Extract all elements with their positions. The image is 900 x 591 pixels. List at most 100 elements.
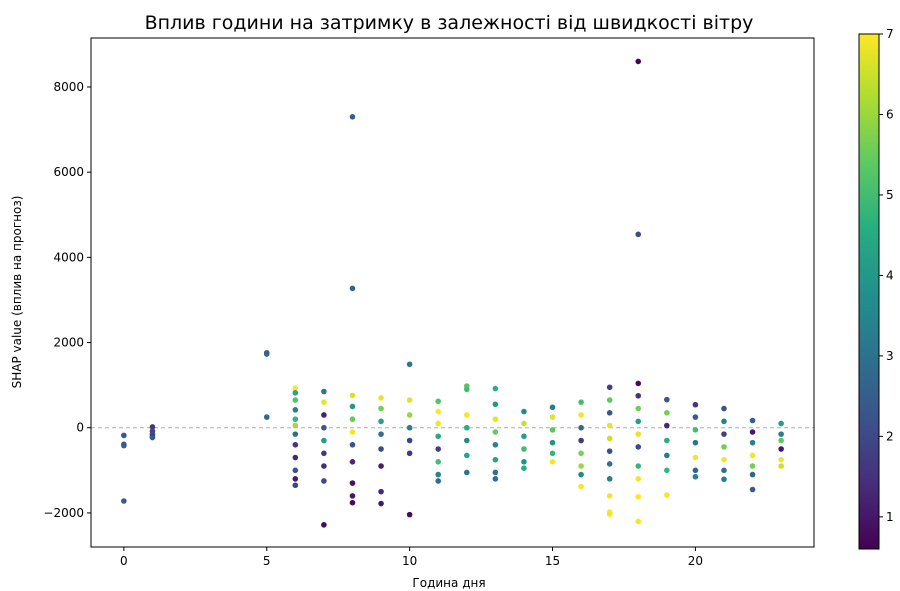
scatter-point (549, 427, 556, 433)
scatter-point (492, 385, 499, 392)
y-tick-label: 6000 (53, 165, 84, 179)
scatter-point (635, 444, 642, 450)
scatter-point (749, 429, 756, 435)
scatter-point (292, 422, 299, 429)
scatter-point (349, 403, 356, 410)
scatter-point (378, 418, 384, 425)
scatter-point (721, 418, 727, 425)
scatter-point (349, 459, 356, 465)
scatter-point (578, 424, 584, 431)
scatter-point (321, 450, 327, 457)
scatter-point (378, 488, 384, 495)
scatter-point (321, 437, 327, 444)
scatter-point (721, 456, 727, 463)
y-tick-label: 0 (76, 421, 84, 435)
scatter-point (635, 463, 642, 469)
scatter-point (635, 380, 642, 387)
colorbar-gradient (858, 33, 880, 550)
colorbar-tick-label: 5 (886, 188, 894, 202)
scatter-point (292, 407, 299, 413)
y-axis-label: SHAP value (вплив на прогноз) (10, 196, 24, 389)
scatter-point (378, 463, 384, 469)
scatter-point (349, 113, 356, 120)
scatter-point (578, 471, 584, 478)
scatter-point (521, 433, 527, 440)
scatter-point (406, 424, 413, 431)
scatter-point (492, 469, 499, 476)
scatter-point (292, 397, 299, 403)
scatter-point (778, 446, 784, 452)
scatter-point (435, 459, 442, 465)
scatter-point (664, 396, 670, 403)
scatter-point (378, 431, 384, 437)
scatter-point (406, 437, 413, 444)
scatter-point (378, 446, 384, 452)
colorbar-ticks: 1 2 3 4 5 6 7 (879, 27, 894, 524)
x-axis-label: Година дня (412, 576, 485, 590)
scatter-point (463, 412, 470, 418)
scatter-point (635, 493, 642, 500)
scatter-point (606, 397, 613, 403)
scatter-point (463, 424, 470, 431)
scatter-point (664, 422, 670, 429)
scatter-point (292, 482, 299, 489)
colorbar-tick-label: 3 (886, 349, 894, 363)
scatter-point (549, 450, 556, 457)
colorbar-tick-label: 7 (886, 27, 894, 41)
scatter-point (463, 437, 470, 444)
scatter-point (349, 493, 356, 499)
axes-frame (90, 37, 815, 548)
colorbar-tick-label: 2 (886, 429, 894, 443)
scatter-point (492, 476, 499, 482)
scatter-point (635, 405, 642, 412)
scatter-point (749, 486, 756, 493)
scatter-point (321, 399, 327, 405)
scatter-point (349, 416, 356, 423)
scatter-point (292, 390, 299, 396)
scatter-point (692, 454, 699, 461)
scatter-point (406, 412, 413, 418)
scatter-point (463, 469, 470, 476)
scatter-point (664, 452, 670, 459)
scatter-point (778, 420, 784, 427)
scatter-point (149, 434, 156, 441)
scatter-point (349, 392, 356, 399)
scatter-point (492, 441, 499, 448)
scatter-point (292, 416, 299, 423)
scatter-point (664, 437, 670, 444)
scatter-point (721, 444, 727, 450)
scatter-point (521, 408, 527, 415)
scatter-point (378, 395, 384, 401)
scatter-point (578, 483, 584, 490)
scatter-point (521, 446, 527, 452)
scatter-point (606, 511, 613, 518)
scatter-point (321, 478, 327, 484)
scatter-point (606, 384, 613, 391)
scatter-point (349, 441, 356, 448)
scatter-point (435, 478, 442, 484)
scatter-point (492, 401, 499, 408)
scatter-point (606, 435, 613, 442)
scatter-point (549, 414, 556, 420)
scatter-point (664, 467, 670, 474)
scatter-point (435, 433, 442, 440)
scatter-point (292, 476, 299, 482)
scatter-point (463, 386, 470, 393)
scatter-point (435, 471, 442, 478)
scatter-point (721, 431, 727, 437)
scatter-point (435, 420, 442, 427)
scatter-point (778, 463, 784, 469)
x-tick-label: 5 (263, 554, 271, 568)
scatter-point (749, 463, 756, 469)
x-tick-label: 0 (120, 554, 128, 568)
scatter-point (492, 429, 499, 435)
scatter-point (349, 499, 356, 506)
scatter-point (778, 437, 784, 444)
scatter-point (578, 437, 584, 444)
scatter-point (721, 467, 727, 474)
colorbar: 1 2 3 4 5 6 7 (858, 27, 894, 550)
scatter-point (692, 401, 699, 408)
scatter-point (778, 456, 784, 463)
